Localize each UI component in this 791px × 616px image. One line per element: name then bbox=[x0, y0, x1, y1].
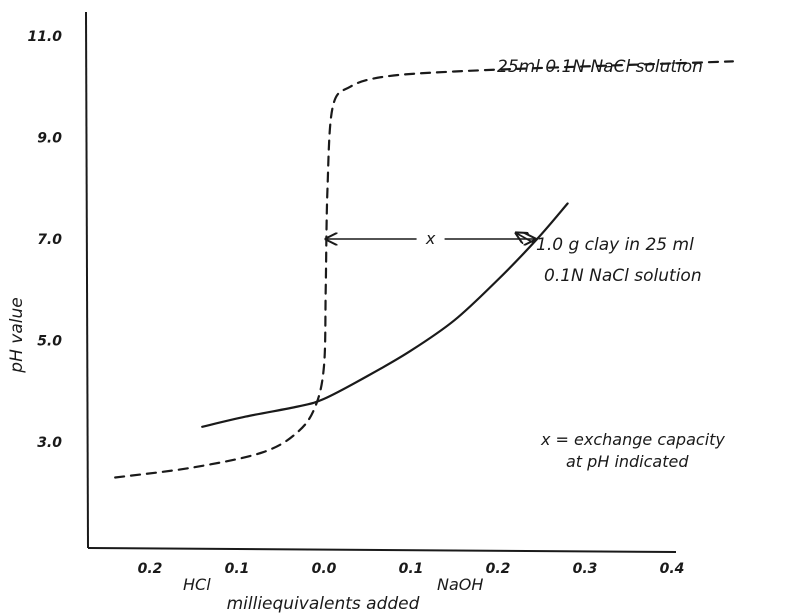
y-tick-label: 9.0 bbox=[37, 131, 62, 147]
series-line-nacl bbox=[114, 60, 734, 479]
y-axis-label: pH value bbox=[7, 297, 27, 373]
series-label-nacl: 25ml 0.1N NaCl solution bbox=[497, 57, 703, 77]
x-axis-label: milliequivalents added bbox=[227, 594, 420, 614]
y-axis-line bbox=[85, 11, 89, 549]
x-side-label-naoh: NaOH bbox=[437, 575, 483, 594]
x-tick-label: 0.1 bbox=[225, 561, 250, 577]
series-line-clay bbox=[201, 202, 569, 428]
y-tick-labels: 3.0 5.0 7.0 9.0 11.0 bbox=[27, 29, 62, 451]
y-tick-label: 7.0 bbox=[37, 232, 62, 248]
x-tick-label: 0.1 bbox=[399, 561, 424, 577]
y-tick-label: 3.0 bbox=[37, 435, 62, 451]
series-label-clay-line2: 0.1N NaCl solution bbox=[544, 266, 702, 286]
clay-label-pointer bbox=[516, 233, 535, 243]
x-tick-labels: 0.2 0.1 0.0 0.1 0.2 0.3 0.4 bbox=[138, 561, 685, 577]
x-side-label-hcl: HCl bbox=[183, 575, 211, 594]
legend-note-line2: at pH indicated bbox=[566, 452, 689, 471]
exchange-marker-x: x bbox=[425, 229, 436, 248]
series-label-clay-line1: 1.0 g clay in 25 ml bbox=[536, 235, 694, 255]
y-tick-label: 5.0 bbox=[37, 334, 62, 350]
x-tick-label: 0.4 bbox=[660, 561, 685, 577]
x-tick-label: 0.2 bbox=[138, 561, 163, 577]
x-axis-line bbox=[87, 547, 677, 553]
x-tick-label: 0.0 bbox=[312, 561, 337, 577]
x-tick-label: 0.2 bbox=[486, 561, 511, 577]
x-tick-label: 0.3 bbox=[573, 561, 598, 577]
legend-note-line1: x = exchange capacity bbox=[540, 430, 725, 449]
y-tick-label: 11.0 bbox=[27, 29, 62, 45]
